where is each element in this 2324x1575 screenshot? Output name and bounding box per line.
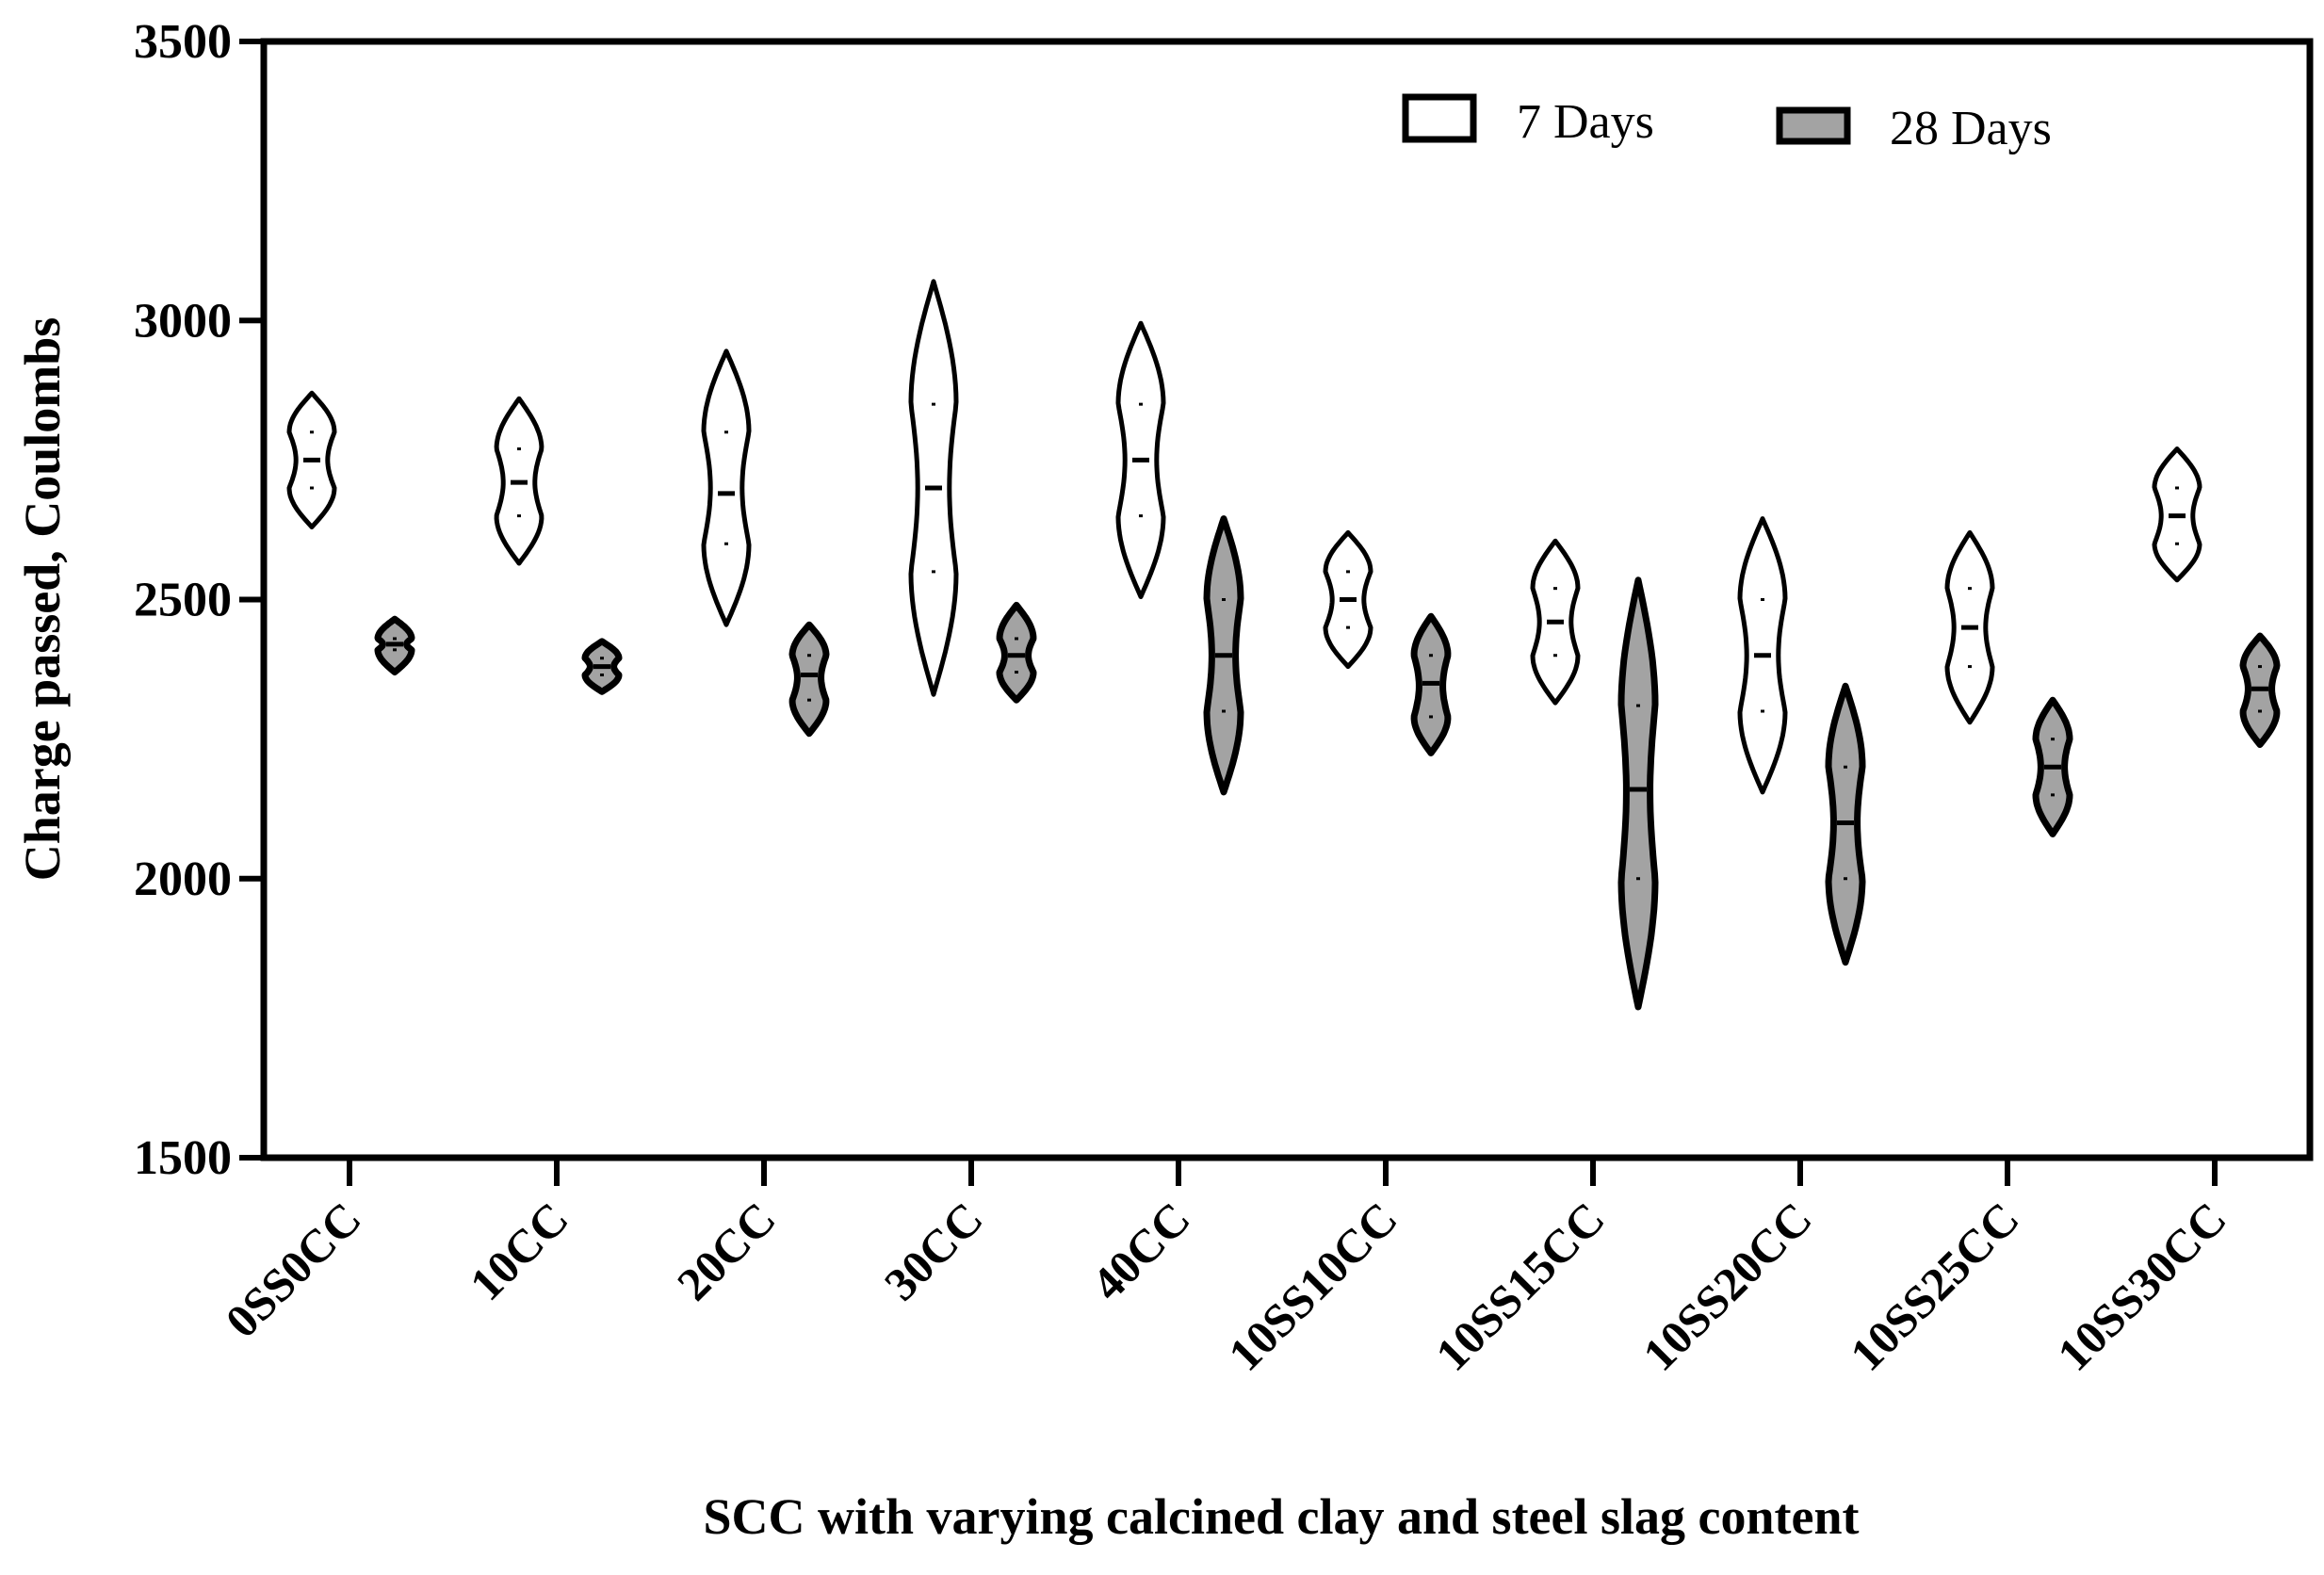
y-tick-label: 3000 bbox=[134, 294, 232, 348]
x-category-label: 10CC bbox=[460, 1192, 578, 1310]
legend: 7 Days 28 Days bbox=[1402, 93, 2052, 155]
violin-28-days bbox=[1617, 576, 1659, 1011]
y-axis-title: Charge passed, Coulombs bbox=[14, 317, 71, 882]
x-axis-categories: 0SS0CC 10CC 20CC 30CC 40CC 10SS10CC 10SS15CC 10… bbox=[215, 1158, 2236, 1381]
legend-label-28-days: 28 Days bbox=[1890, 102, 2052, 155]
legend-swatch-7-days bbox=[1402, 93, 1477, 143]
legend-swatch-28-days bbox=[1776, 106, 1851, 145]
violin-28-days bbox=[996, 601, 1037, 704]
y-tick-label: 1500 bbox=[134, 1131, 232, 1185]
y-tick-label: 2000 bbox=[134, 852, 232, 906]
y-tick-label: 3500 bbox=[134, 15, 232, 69]
x-category-label: 10SS25CC bbox=[1840, 1192, 2029, 1381]
violin-28-days bbox=[788, 621, 830, 738]
x-category-label: 10SS30CC bbox=[2047, 1192, 2236, 1381]
violin-7-days bbox=[701, 349, 752, 627]
plot-frame bbox=[260, 38, 2314, 1161]
x-category-label: 10SS20CC bbox=[1633, 1192, 1822, 1381]
y-axis-ticks: 1500 2000 2500 3000 3500 bbox=[134, 15, 264, 1185]
y-tick-label: 2500 bbox=[134, 574, 232, 627]
x-category-label: 40CC bbox=[1081, 1192, 1200, 1310]
x-axis-title: SCC with varying calcined clay and steel… bbox=[704, 1488, 1860, 1545]
violins bbox=[286, 279, 2281, 1011]
x-category-label: 20CC bbox=[667, 1192, 786, 1310]
x-category-label: 10SS10CC bbox=[1218, 1192, 1407, 1381]
x-category-label: 0SS0CC bbox=[215, 1192, 370, 1347]
x-category-label: 30CC bbox=[874, 1192, 993, 1310]
x-category-label: 10SS15CC bbox=[1425, 1192, 1615, 1381]
legend-label-7-days: 7 Days bbox=[1517, 95, 1654, 149]
